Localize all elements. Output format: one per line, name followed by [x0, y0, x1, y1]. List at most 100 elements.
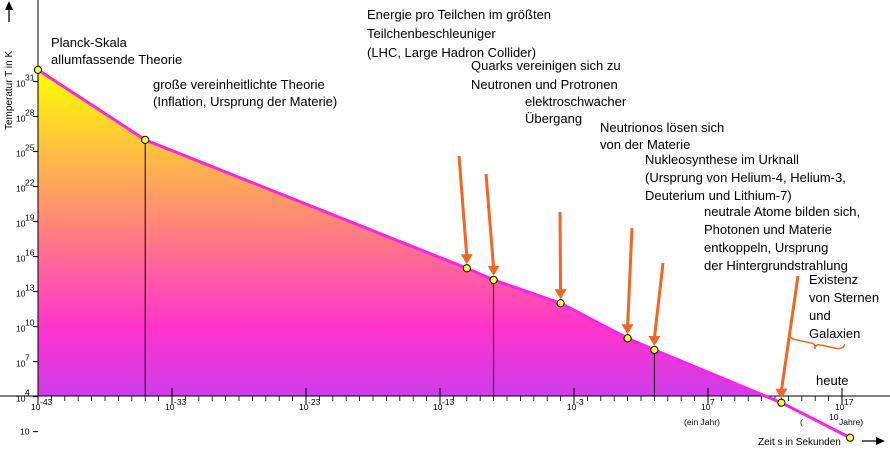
y-tick-label-exp: 28: [25, 108, 35, 118]
y-tick-label: 104: [16, 388, 30, 404]
x-tick-label: 10 -33: [165, 397, 187, 412]
data-point: [623, 334, 632, 343]
data-point: [650, 345, 659, 355]
y-tick-label-exp: 19: [25, 213, 35, 223]
annotation-arrow: [554, 211, 567, 300]
annotation-arrow-head: [460, 254, 473, 265]
annotation-arrow-shaft: [626, 227, 634, 327]
annotation-line: (LHC, Large Hadron Collider): [367, 45, 536, 60]
data-point: [845, 433, 855, 442]
annotation-arrow-shaft: [558, 211, 563, 292]
x-tick-label-exp: 7: [710, 397, 715, 407]
y-tick-label-exp: 16: [25, 248, 35, 258]
data-point: [141, 135, 150, 144]
y-tick-label-exp: 22: [25, 178, 35, 188]
x-tick-label-base: 10: [701, 402, 711, 412]
annotation-line: Planck-Skala: [51, 35, 128, 50]
annotation-label: Neutrionos lösen sich von der Materie: [600, 120, 724, 152]
x-tick-label: 10 -13: [433, 397, 455, 412]
x-tick-label-base: 10: [299, 402, 309, 412]
x-tick-label-exp: -3: [576, 397, 584, 407]
annotation-line: Galaxien: [809, 326, 860, 341]
annotation-label: Planck-Skala allumfassende Theorie: [51, 35, 182, 67]
y-tick-label-base: 10: [16, 184, 26, 194]
y-axis-title: Temperatur T in K: [4, 51, 15, 130]
annotation-label-heute: heute: [816, 373, 849, 388]
annotation-line: von der Materie: [600, 137, 690, 152]
x-axis-title: Zeit s in Sekunden: [758, 437, 841, 448]
y-tick-label-exp: 31: [25, 73, 35, 83]
annotation-line: Neutrionos lösen sich: [600, 120, 724, 135]
x-tick-note: ( 10 Jahre): [800, 412, 863, 427]
data-point: [33, 65, 43, 74]
annotation-arrow-head: [554, 289, 567, 300]
y-tick-label-base: 10: [16, 79, 26, 89]
x-tick-label-exp: -43: [40, 397, 53, 407]
x-tick-note-exp: 10: [829, 412, 839, 422]
x-axis-arrow-head: [876, 437, 885, 445]
x-tick-label-exp: 17: [844, 397, 854, 407]
annotation-label: große vereinheitlichte Theorie (Inflation…: [153, 77, 337, 109]
annotation-arrow-head: [648, 335, 661, 346]
x-tick-note-text: Jahre): [839, 417, 863, 427]
x-tick-label-base: 10: [433, 402, 443, 412]
annotation-line: Neutronen und Protronen: [471, 77, 618, 92]
y-tick-label-base: 10: [16, 114, 26, 124]
data-point: [556, 299, 565, 308]
y-tick-label-base: 10: [16, 359, 26, 369]
annotation-line: Nukleosynthese im Urknall: [645, 152, 799, 167]
y-tick-label-base: 10: [16, 394, 26, 404]
x-tick-label-base: 10: [31, 402, 41, 412]
annotation-label: Quarks vereinigen sich zu Neutronen und P…: [471, 58, 621, 92]
x-tick-label-base: 10: [165, 402, 175, 412]
annotation-label: elektroschwacher Übergang: [525, 94, 627, 126]
y-tick-label-base: 10: [16, 219, 26, 229]
annotation-line: und: [809, 308, 831, 323]
y-tick-label: 107: [16, 353, 30, 369]
y-tick-label-exp: 13: [25, 283, 35, 293]
x-tick-label: 10 7: [701, 397, 715, 412]
time-span-brace: [788, 332, 846, 350]
annotation-arrow: [775, 275, 800, 399]
annotation-arrow: [648, 262, 665, 346]
x-tick-label: 10 -3: [567, 397, 584, 412]
y-tick-label-base: 10: [16, 149, 26, 159]
annotation-line: Übergang: [525, 111, 582, 126]
x-tick-label-exp: -23: [308, 397, 321, 407]
annotation-arrow-head: [775, 388, 788, 399]
data-point: [777, 398, 786, 407]
x-tick-label-exp: -13: [442, 397, 455, 407]
annotation-arrow-shaft: [652, 262, 665, 339]
annotation-arrow: [457, 155, 473, 265]
x-tick-label: 10 -23: [299, 397, 321, 412]
x-tick-label: 10 -43: [31, 397, 53, 412]
annotation-arrow-head: [487, 265, 500, 276]
y-tick-label-base: 10: [16, 324, 26, 334]
x-tick-label: 10 17: [835, 397, 854, 412]
x-tick-label-base: 10: [835, 402, 845, 412]
annotation-line: (Inflation, Ursprung der Materie): [153, 94, 337, 109]
annotation-line: (Ursprung von Helium-4, Helium-3,: [645, 170, 846, 185]
annotation-line: Photonen und Materie: [704, 222, 832, 237]
x-tick-note: (ein Jahr): [684, 417, 720, 427]
annotation-line: Existenz: [809, 272, 858, 287]
area-fill: [38, 69, 890, 396]
annotation-label: neutrale Atome bilden sich, Photonen und …: [704, 204, 860, 273]
data-point: [462, 264, 471, 273]
annotation-arrow: [484, 173, 500, 276]
annotation-line: Energie pro Teilchen im größten: [367, 7, 551, 22]
annotation-line: von Sternen: [809, 290, 879, 305]
x-tick-label-base: 10: [567, 402, 577, 412]
annotation-arrow-head: [621, 324, 634, 335]
annotation-line: Deuterium und Lithium-7): [645, 188, 792, 203]
annotation-line: der Hintergrundstrahlung: [704, 258, 848, 273]
annotation-line: neutrale Atome bilden sich,: [704, 204, 860, 219]
